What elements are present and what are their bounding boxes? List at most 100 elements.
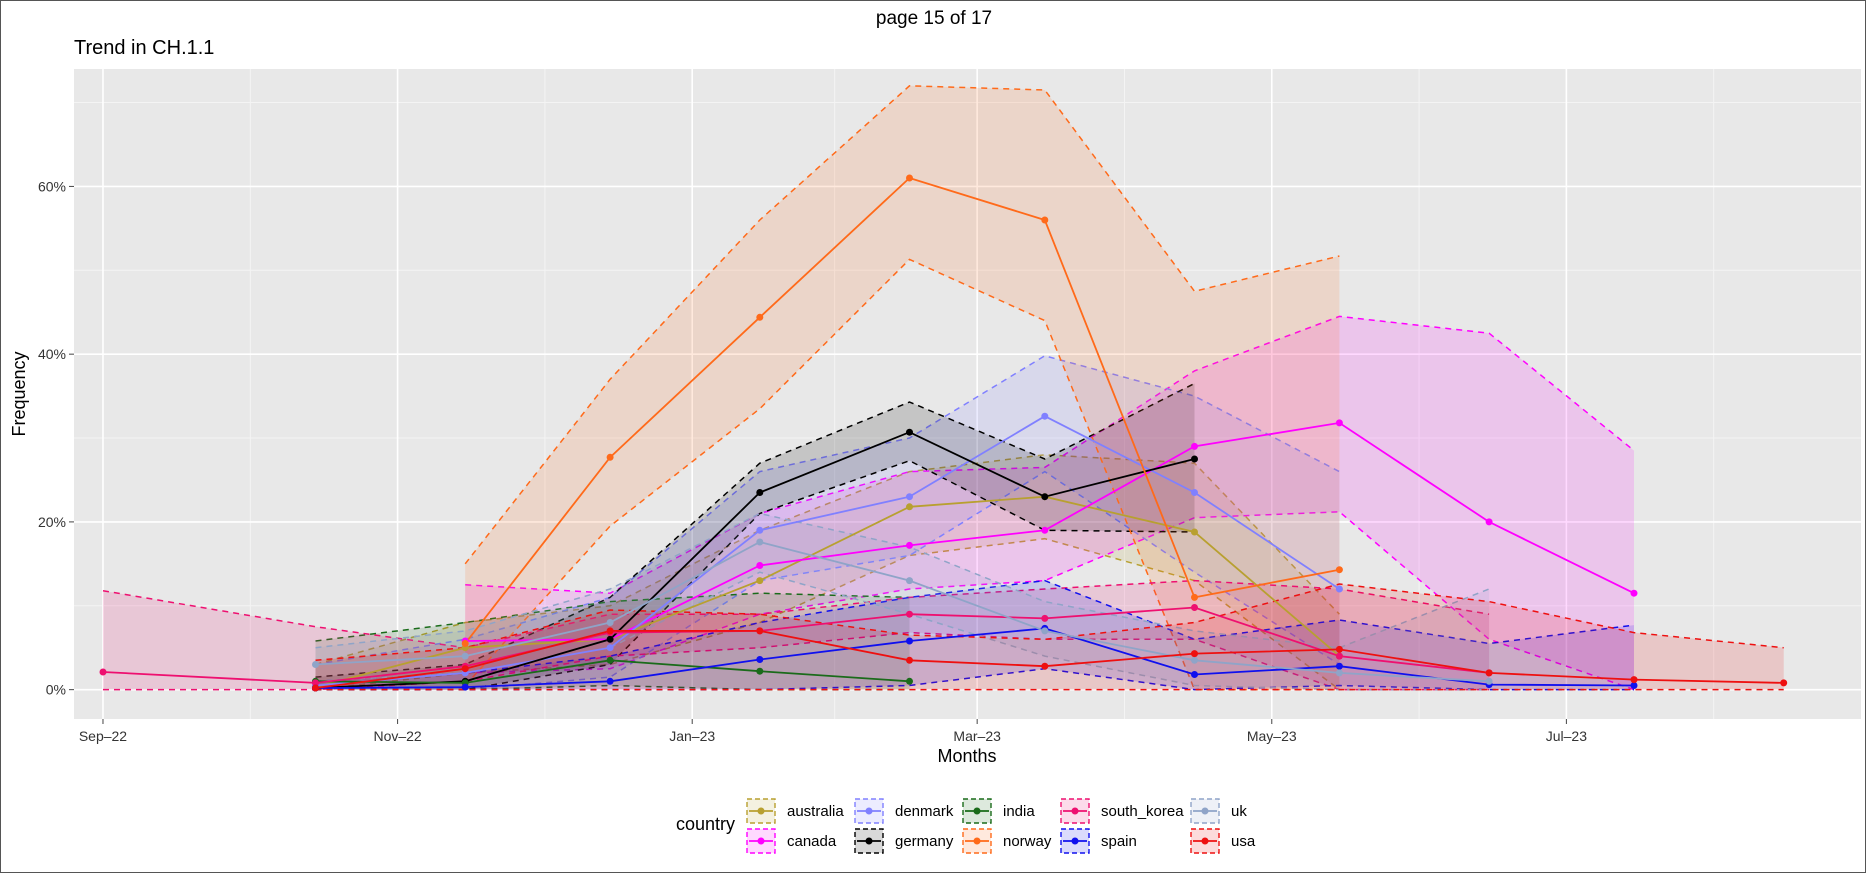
point-spain — [1630, 682, 1638, 689]
point-norway — [1335, 566, 1343, 574]
point-south_korea — [1335, 652, 1343, 660]
point-germany — [1191, 455, 1198, 463]
upper-bound-uk — [315, 512, 1490, 649]
point-india — [906, 677, 913, 685]
point-norway — [461, 640, 469, 647]
point-denmark — [906, 493, 913, 501]
point-germany — [756, 489, 764, 496]
legend-dot-india — [973, 807, 981, 815]
legend-dot-usa — [1201, 837, 1209, 845]
y-tick-label: 40% — [38, 346, 66, 362]
point-india — [606, 656, 614, 664]
band-norway — [465, 85, 1340, 690]
point-canada — [1485, 518, 1493, 526]
y-tick-label: 60% — [38, 178, 66, 194]
point-usa — [906, 656, 913, 664]
y-tick-label: 0% — [46, 682, 66, 698]
point-usa — [1335, 645, 1343, 653]
legend-dot-spain — [1071, 837, 1079, 845]
point-usa — [1041, 662, 1049, 670]
legend-label-uk: uk — [1231, 803, 1247, 820]
point-south_korea — [1041, 614, 1049, 622]
band-canada — [465, 316, 1635, 690]
lower-bound-canada — [465, 511, 1635, 691]
point-australia — [756, 577, 764, 585]
upper-bound-australia — [315, 454, 1340, 666]
x-tick-label: Sep–22 — [79, 728, 127, 744]
point-denmark — [1191, 489, 1198, 496]
legend-dot-germany — [865, 837, 873, 845]
legend-dot-south_korea — [1071, 807, 1079, 815]
plot-panel — [74, 69, 1861, 719]
point-south_korea — [1191, 604, 1198, 611]
point-canada — [1041, 526, 1049, 534]
line-spain — [315, 627, 1635, 689]
upper-bound-spain — [315, 579, 1635, 683]
point-uk — [606, 619, 614, 626]
legend-label-usa: usa — [1231, 833, 1256, 850]
point-norway — [906, 174, 913, 182]
x-axis-ticks: Sep–22 Nov–22 Jan–23 Mar–23 May–23 Jul–23 — [79, 719, 1587, 744]
point-canada — [1630, 589, 1638, 597]
point-canada — [906, 541, 913, 549]
legend: country australia canada denmark germany ind… — [676, 798, 1256, 854]
page-label: page 15 of 17 — [876, 8, 992, 29]
point-norway — [1191, 593, 1198, 601]
point-uk — [1041, 627, 1049, 635]
point-usa — [756, 627, 764, 635]
lower-bound-norway — [464, 258, 1340, 691]
lower-bound-australia — [315, 537, 1340, 691]
confidence-bands — [102, 85, 1784, 691]
line-south_korea — [102, 606, 1490, 684]
legend-label-denmark: denmark — [895, 803, 954, 820]
upper-bound-south_korea — [102, 579, 1490, 649]
point-usa — [1780, 679, 1788, 687]
legend-item-denmark: denmark — [854, 798, 954, 824]
point-spain — [906, 637, 913, 645]
point-spain — [1335, 662, 1343, 670]
legend-dot-australia — [757, 807, 765, 815]
point-denmark — [606, 644, 614, 652]
legend-label-australia: australia — [787, 803, 844, 820]
point-germany — [1041, 493, 1049, 501]
point-uk — [1335, 669, 1343, 677]
legend-dot-canada — [757, 837, 765, 845]
legend-item-uk: uk — [1190, 798, 1247, 824]
upper-bound-canada — [465, 315, 1635, 594]
x-tick-label: May–23 — [1247, 728, 1297, 744]
x-tick-label: Mar–23 — [953, 728, 1001, 744]
point-australia — [1191, 528, 1198, 536]
legend-item-south_korea: south_korea — [1060, 798, 1184, 824]
point-usa — [1630, 676, 1638, 684]
legend-item-norway: norway — [962, 828, 1052, 854]
upper-bound-usa — [315, 583, 1784, 662]
point-uk — [312, 661, 319, 668]
chart-title: Trend in CH.1.1 — [74, 37, 214, 59]
point-denmark — [1335, 585, 1343, 593]
legend-label-south_korea: south_korea — [1101, 803, 1184, 820]
point-south_korea — [312, 679, 319, 687]
legend-item-india: india — [962, 798, 1035, 824]
lower-bound-germany — [315, 459, 1195, 691]
band-south_korea — [103, 580, 1490, 690]
legend-dot-norway — [973, 837, 981, 845]
point-usa — [606, 627, 614, 635]
point-south_korea — [906, 610, 913, 618]
point-uk — [1485, 677, 1493, 685]
point-usa — [312, 684, 319, 692]
point-germany — [906, 428, 913, 436]
point-usa — [1485, 669, 1493, 677]
x-tick-label: Jul–23 — [1546, 728, 1587, 744]
line-australia — [315, 495, 1340, 688]
point-australia — [906, 503, 913, 511]
legend-title: country — [676, 814, 735, 834]
point-usa — [1191, 650, 1198, 658]
point-spain — [1191, 671, 1198, 678]
legend-label-spain: spain — [1101, 833, 1137, 850]
y-axis-ticks: 0% 20% 40% 60% — [38, 178, 74, 698]
point-uk — [906, 577, 913, 585]
point-denmark — [1041, 412, 1049, 420]
point-norway — [1041, 216, 1049, 224]
